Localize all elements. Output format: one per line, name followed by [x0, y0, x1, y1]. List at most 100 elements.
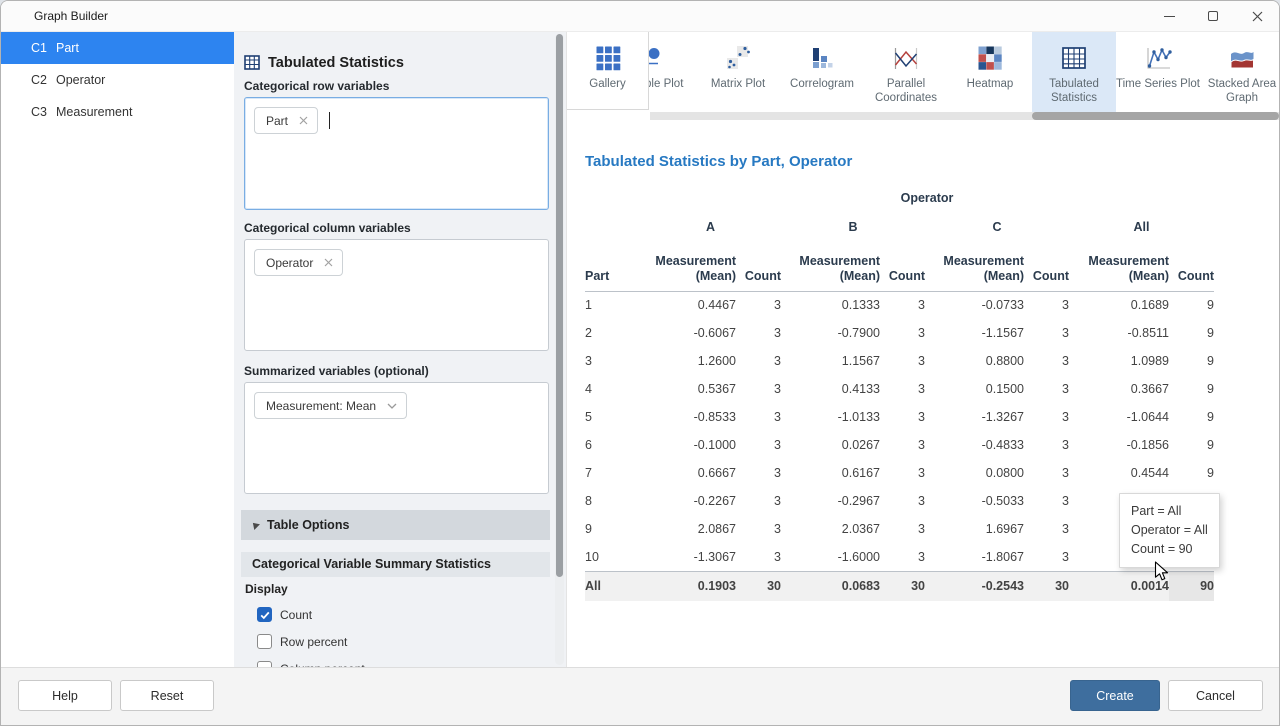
- table-cell: 9: [1169, 347, 1214, 375]
- sidebar-item-measurement[interactable]: C3 Measurement: [1, 96, 234, 128]
- gallery-scrollbar[interactable]: [650, 112, 1279, 120]
- table-cell: 9: [1169, 459, 1214, 487]
- panel-scrollbar[interactable]: [555, 34, 564, 665]
- group-header-b: B: [781, 211, 925, 243]
- table-cell: 0.1689: [1069, 291, 1169, 319]
- sidebar-item-part[interactable]: C1 Part: [1, 32, 234, 64]
- group-header-all: All: [1069, 211, 1214, 243]
- table-cell: 3: [880, 403, 925, 431]
- gallery-strip: Bubble Plot Matrix Plot Correlogram Para…: [567, 32, 1279, 120]
- table-cell: 90: [1169, 571, 1214, 601]
- table-cell: 0.6167: [781, 459, 880, 487]
- table-row: 6-0.100030.02673-0.48333-0.18569: [585, 431, 1214, 459]
- row-label: 10: [585, 543, 640, 571]
- create-button[interactable]: Create: [1070, 680, 1160, 711]
- checkbox-row-count: Count: [257, 601, 566, 628]
- table-cell: -0.8533: [640, 403, 736, 431]
- minimize-button[interactable]: [1147, 1, 1191, 31]
- summary-statistics-header: Categorical Variable Summary Statistics: [241, 552, 550, 577]
- gallery-item-label: Correlogram: [790, 77, 854, 91]
- table-cell: 0.0267: [781, 431, 880, 459]
- gallery-item-parallel-coordinates[interactable]: Parallel Coordinates: [864, 32, 948, 112]
- table-cell: 0.4133: [781, 375, 880, 403]
- corner-cell: [585, 185, 640, 211]
- table-cell: -0.6067: [640, 319, 736, 347]
- gallery-item-label: Time Series Plot: [1116, 77, 1200, 91]
- variable-chip-operator[interactable]: Operator: [254, 249, 343, 276]
- gallery-scrollbar-thumb[interactable]: [1032, 112, 1279, 120]
- variable-chip-part[interactable]: Part: [254, 107, 318, 134]
- close-button[interactable]: [1235, 1, 1279, 31]
- reset-button[interactable]: Reset: [120, 680, 214, 711]
- table-cell: 0.4544: [1069, 459, 1169, 487]
- table-cell: 9: [1169, 291, 1214, 319]
- group-header-a: A: [640, 211, 781, 243]
- summarized-variables-field[interactable]: Measurement: Mean: [244, 382, 549, 494]
- gallery-item-matrix-plot[interactable]: Matrix Plot: [696, 32, 780, 112]
- panel-scrollbar-thumb[interactable]: [556, 34, 563, 577]
- checkbox-count[interactable]: [257, 607, 272, 622]
- chevron-down-icon[interactable]: [387, 403, 397, 409]
- titlebar: Graph Builder: [1, 1, 1279, 32]
- table-cell: 3: [880, 543, 925, 571]
- table-cell: 3: [1024, 515, 1069, 543]
- row-label: 3: [585, 347, 640, 375]
- column-variables-field[interactable]: Operator: [244, 239, 549, 351]
- display-label: Display: [245, 582, 566, 597]
- checkbox-row-column-percent: Column percent: [257, 655, 566, 667]
- table-cell: 0.3667: [1069, 375, 1169, 403]
- gallery-item-correlogram[interactable]: Correlogram: [780, 32, 864, 112]
- gallery-item-heatmap[interactable]: Heatmap: [948, 32, 1032, 112]
- column-name: Measurement: [56, 105, 132, 119]
- table-cell: -0.5033: [925, 487, 1024, 515]
- gallery-item-label: Stacked Area Graph: [1200, 77, 1280, 106]
- table-cell: 0.1903: [640, 571, 736, 601]
- table-cell: 3: [880, 347, 925, 375]
- table-options-label: Table Options: [267, 518, 349, 532]
- gallery-item-tabulated-statistics[interactable]: Tabulated Statistics: [1032, 32, 1116, 112]
- measure-header: Measurement(Mean): [1069, 243, 1169, 291]
- table-cell: 3: [880, 319, 925, 347]
- remove-chip-icon[interactable]: [324, 258, 333, 267]
- remove-chip-icon[interactable]: [299, 116, 308, 125]
- mouse-cursor: [1154, 561, 1171, 583]
- table-cell: 2.0367: [781, 515, 880, 543]
- close-icon: [1252, 11, 1263, 22]
- gallery-item-time-series-plot[interactable]: Time Series Plot: [1116, 32, 1200, 112]
- graph-builder-dialog: Graph Builder C1 PartC2 OperatorC3 Measu…: [0, 0, 1280, 726]
- table-cell: -0.2543: [925, 571, 1024, 601]
- report-title: Tabulated Statistics by Part, Operator: [585, 152, 1214, 172]
- row-label: 6: [585, 431, 640, 459]
- help-button[interactable]: Help: [18, 680, 112, 711]
- gallery-item-gallery[interactable]: Gallery: [567, 32, 649, 110]
- table-cell: 1.1567: [781, 347, 880, 375]
- maximize-icon: [1208, 11, 1218, 21]
- table-cell: -0.2267: [640, 487, 736, 515]
- variable-chip-measurement-mean[interactable]: Measurement: Mean: [254, 392, 407, 419]
- table-cell: -1.1567: [925, 319, 1024, 347]
- summarized-variables-label: Summarized variables (optional): [244, 364, 548, 378]
- group-header-c: C: [925, 211, 1069, 243]
- display-checkbox-list: Count Row percent Column percent: [234, 601, 566, 667]
- table-cell: 3: [880, 515, 925, 543]
- table-cell: 3: [736, 375, 781, 403]
- table-cell: 3: [880, 487, 925, 515]
- row-variables-field[interactable]: Part: [244, 97, 549, 210]
- tooltip-line: Count = 90: [1131, 540, 1208, 559]
- table-cell: 1.2600: [640, 347, 736, 375]
- checkbox-row-row-percent: Row percent: [257, 628, 566, 655]
- table-cell: 3: [736, 459, 781, 487]
- gallery-item-stacked-area-graph[interactable]: Stacked Area Graph: [1200, 32, 1280, 112]
- check-icon: [259, 609, 271, 621]
- gallery-items: Bubble Plot Matrix Plot Correlogram Para…: [612, 32, 1280, 112]
- table-cell: 3: [736, 319, 781, 347]
- checkbox-row-percent[interactable]: [257, 634, 272, 649]
- maximize-button[interactable]: [1191, 1, 1235, 31]
- sidebar-item-operator[interactable]: C2 Operator: [1, 64, 234, 96]
- row-dimension-header: Part: [585, 243, 640, 291]
- cancel-button[interactable]: Cancel: [1168, 680, 1263, 711]
- column-list-sidebar: C1 PartC2 OperatorC3 Measurement: [1, 32, 234, 667]
- heatmap-icon: [977, 42, 1003, 74]
- measure-header: Measurement(Mean): [640, 243, 736, 291]
- table-options-header[interactable]: Table Options: [241, 510, 550, 540]
